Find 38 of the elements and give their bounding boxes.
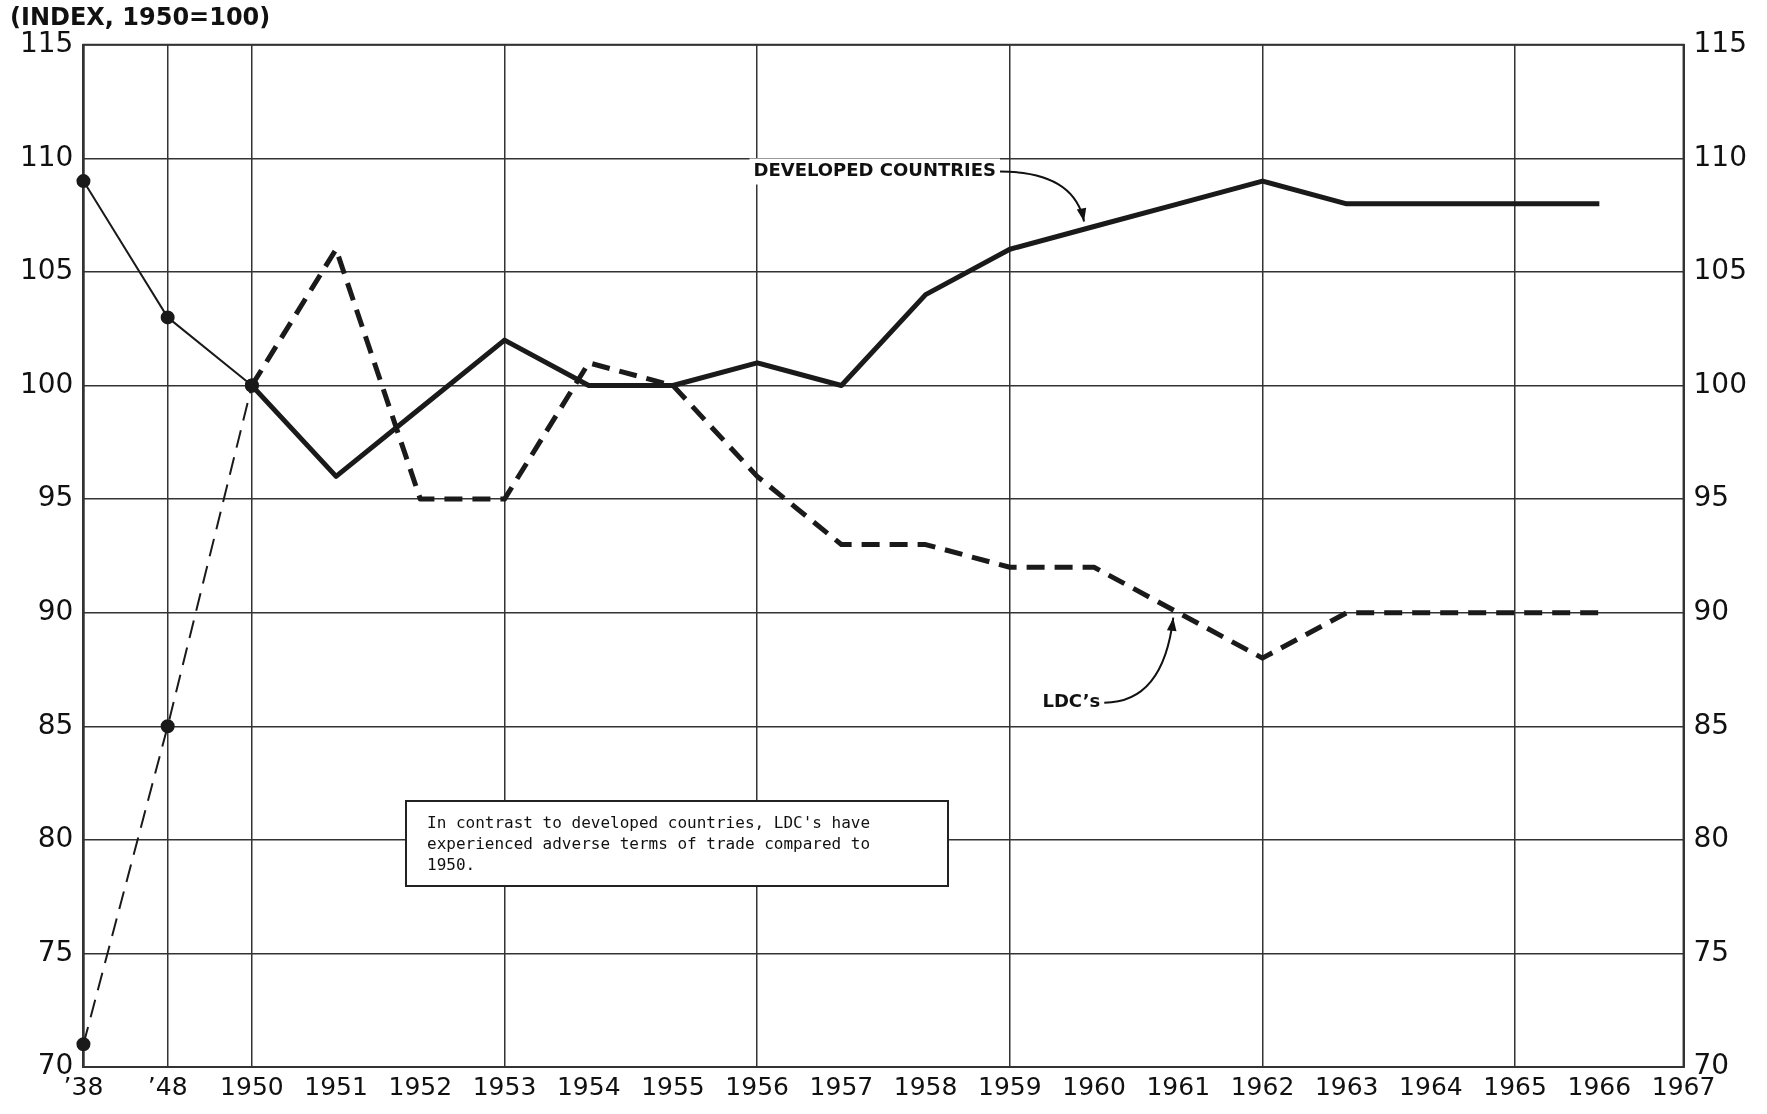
- x-tick-label: 1950: [220, 1071, 284, 1101]
- y2-tick-label: 85: [1693, 707, 1730, 741]
- y2-tick-label: 80: [1693, 821, 1730, 855]
- text: DEVELOPED COUNTRIES: [753, 159, 997, 181]
- text: LDC’s: [1042, 690, 1101, 712]
- x-tick-label: 1954: [556, 1071, 621, 1101]
- y2-tick-label: 75: [1693, 934, 1730, 968]
- x-tick-label: 1953: [472, 1071, 537, 1101]
- x-tick-label: 1960: [1062, 1071, 1126, 1101]
- note-box: In contrast to developed countries, LDC's have experienced adverse terms of trade compared to 1950.: [405, 800, 949, 887]
- y-tick-label: 95: [37, 480, 74, 514]
- y-tick-label: 90: [37, 593, 74, 627]
- x-tick-label: 1965: [1483, 1071, 1547, 1101]
- x-tick-label: 1961: [1146, 1071, 1211, 1101]
- y2-tick-label: 110: [1693, 139, 1748, 173]
- x-tick-label: 1959: [978, 1071, 1042, 1101]
- x-tick-label: ’48: [147, 1071, 188, 1101]
- x-tick-label: 1951: [304, 1071, 368, 1101]
- y-tick-label: 100: [19, 366, 74, 400]
- x-tick-label: 1958: [893, 1071, 958, 1101]
- y-tick-label: 80: [37, 821, 74, 855]
- x-tick-label: 1956: [725, 1071, 789, 1101]
- y-tick-label: 75: [37, 934, 74, 968]
- y2-tick-label: 95: [1693, 480, 1730, 514]
- x-tick-label: 1962: [1230, 1071, 1295, 1101]
- y2-tick-label: 105: [1693, 253, 1748, 287]
- y-tick-label: 85: [37, 707, 74, 741]
- y-tick-label: 105: [19, 253, 74, 287]
- y-tick-label: 110: [19, 139, 74, 173]
- x-tick-label: 1952: [388, 1071, 453, 1101]
- x-tick-label: 1957: [809, 1071, 874, 1101]
- y2-tick-label: 90: [1693, 593, 1730, 627]
- x-tick-label: 1966: [1567, 1071, 1632, 1101]
- x-tick-label: 1963: [1314, 1071, 1379, 1101]
- x-tick-label: 1955: [641, 1071, 705, 1101]
- y2-tick-label: 115: [1693, 26, 1748, 60]
- y2-tick-label: 100: [1693, 366, 1748, 400]
- x-tick-label: 1964: [1399, 1071, 1463, 1101]
